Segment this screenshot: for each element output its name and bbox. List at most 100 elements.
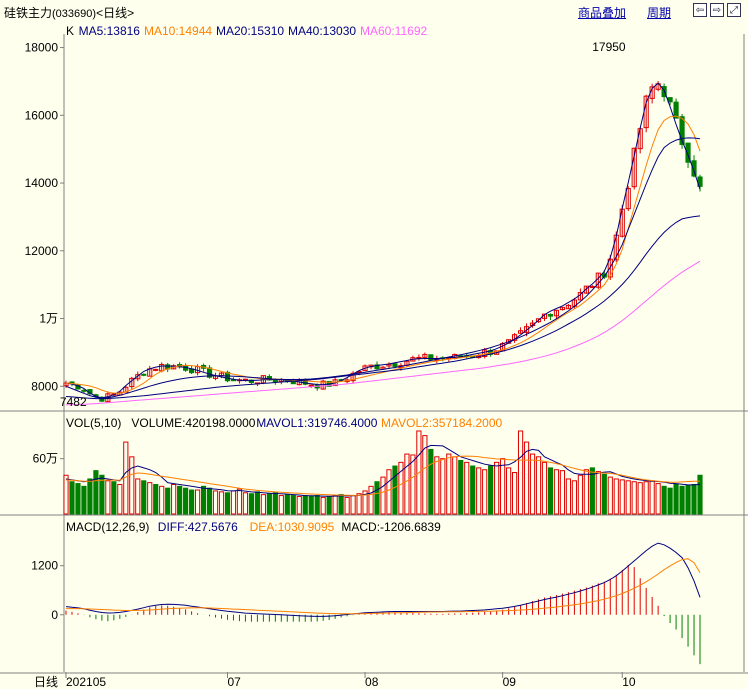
volume-bar (290, 495, 296, 515)
volume-bar (386, 469, 392, 515)
volume-bar (236, 488, 243, 515)
volume-bar (87, 478, 93, 515)
legend-item: MAVOL1:319746.4000 (256, 416, 378, 430)
volume-bar (679, 485, 685, 515)
legend-item: DEA:1030.9095 (250, 520, 335, 534)
volume-bar (99, 474, 105, 515)
volume-bar (356, 493, 362, 515)
candle-body (141, 373, 147, 376)
ma-line-ma60 (65, 260, 701, 406)
volume-bar (278, 495, 284, 515)
candle-body (362, 365, 368, 372)
expand-icon[interactable]: ⤢ (727, 3, 741, 17)
candle-body (559, 306, 566, 311)
volume-bar (577, 474, 583, 515)
diff-line (65, 542, 701, 617)
volume-bar (171, 483, 177, 515)
volume-bar (583, 469, 589, 515)
volume-bar (338, 494, 344, 515)
candle-body (392, 363, 398, 367)
candle-body (517, 330, 524, 334)
volume-bar (260, 494, 266, 515)
volume-bar (511, 472, 518, 515)
candle-body (308, 384, 314, 387)
y-tick-label: 1万 (39, 312, 58, 326)
volume-bar (81, 485, 87, 515)
candle-body (679, 116, 685, 145)
volume-bar (129, 456, 135, 515)
commodity-overlay-link[interactable]: 商品叠加 (578, 6, 627, 20)
dea-line (66, 558, 701, 615)
x-tick-label: 07 (227, 675, 241, 689)
volume-bar (631, 481, 637, 515)
legend-item: DIFF:427.5676 (158, 520, 238, 534)
volume-bar (296, 495, 302, 515)
volume-bar (661, 485, 667, 515)
y-tick-label: 1200 (31, 559, 58, 573)
volume-bar (308, 495, 314, 515)
candle-body (135, 374, 141, 380)
volume-bar (416, 430, 422, 515)
volume-bar (523, 441, 530, 515)
legend-item: MA10:14944 (144, 24, 212, 38)
candle-body (320, 380, 326, 390)
arrow-right-icon[interactable]: ⇨ (710, 3, 724, 17)
arrow-left-icon[interactable]: ⇦ (693, 3, 707, 17)
volume-bar (488, 465, 494, 515)
volume-bar (189, 489, 195, 515)
candle-body (607, 258, 613, 278)
y-tick-label: 14000 (25, 176, 59, 190)
x-tick-label: 08 (365, 675, 379, 689)
volume-bar (320, 496, 326, 515)
legend-item: MAVOL2:357184.2000 (381, 416, 503, 430)
volume-bar (344, 496, 350, 515)
x-tick-label: 10 (622, 675, 636, 689)
candle-body (691, 160, 697, 177)
y-tick-label: 18000 (25, 41, 59, 55)
candle-body (685, 142, 691, 163)
volume-bar (398, 461, 404, 515)
volume-bar (595, 471, 601, 515)
volume-bar (470, 465, 476, 515)
volume-bar (482, 469, 488, 515)
volume-bar (63, 474, 69, 515)
volume-bar (649, 480, 655, 515)
volume-bar (452, 456, 458, 515)
legend-item: K (66, 24, 74, 38)
volume-bar (667, 487, 673, 515)
period-link[interactable]: 周期 (647, 6, 672, 20)
volume-bar (476, 467, 482, 515)
volume-bar (374, 481, 380, 515)
volume-bar (165, 487, 171, 515)
volume-bar (541, 461, 548, 515)
volume-bar (206, 487, 213, 515)
volume-bar (302, 495, 308, 515)
candle-body (523, 326, 530, 333)
volume-bar (111, 481, 117, 515)
volume-bar (183, 487, 189, 515)
volume-bar (535, 456, 542, 515)
volume-bar (69, 481, 75, 515)
candle-body (428, 354, 434, 361)
volume-bar (194, 489, 201, 515)
candle-body (673, 101, 679, 119)
volume-bar (266, 493, 272, 515)
volume-bar (362, 490, 368, 515)
legend-item: MACD(12,26,9) (66, 520, 149, 534)
volume-bar (248, 493, 255, 515)
legend-item: MA5:13816 (79, 24, 141, 38)
volume-bar (428, 448, 434, 515)
volume-bar (392, 465, 398, 515)
volume-bar (332, 495, 338, 515)
chart-canvas: 8000 1万 12000 14000 16000 18000 60万 0 1200 日线 2021… (0, 24, 748, 689)
title-bar: 硅铁主力(033690)<日线> 商品叠加 周期 ⇦ ⇨ ⤢ (0, 0, 748, 22)
volume-bar (547, 467, 554, 515)
volume-bar (691, 483, 697, 515)
volume-bar (230, 490, 237, 515)
ma-line-ma5 (65, 82, 701, 399)
candle-body (482, 349, 488, 357)
candle-body (81, 389, 87, 392)
candle-body (535, 318, 542, 323)
x-tick-label: 09 (503, 675, 517, 689)
volume-bar (458, 460, 464, 515)
